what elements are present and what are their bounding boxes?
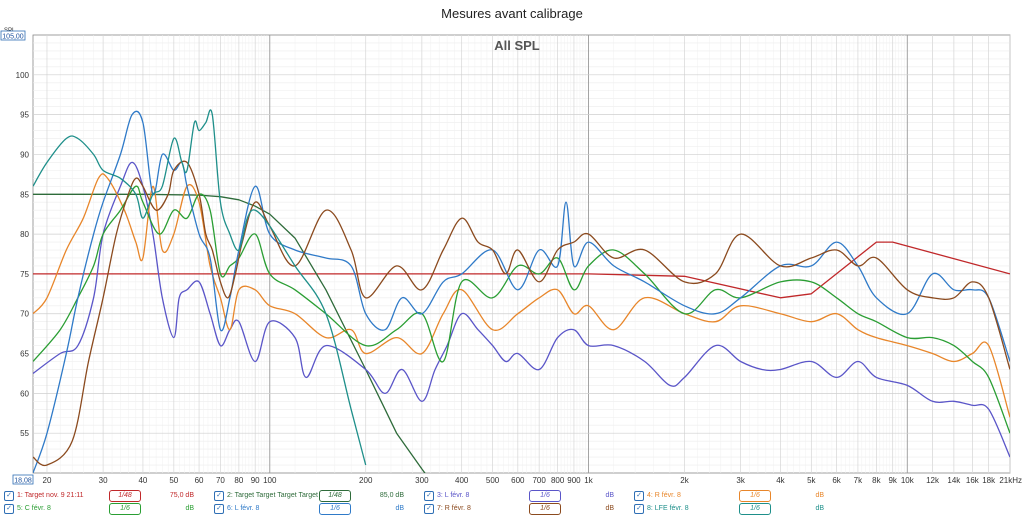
y-tick-label: 55 — [20, 429, 29, 438]
legend-item[interactable]: ✓ 6: L févr. 8 — [214, 502, 259, 515]
x-tick-label: 20 — [43, 476, 52, 485]
x-tick-label: 14k — [947, 476, 961, 485]
legend-item[interactable]: ✓ 5: C févr. 8 — [4, 502, 51, 515]
curves — [33, 109, 1010, 473]
x-tick-label: 8k — [872, 476, 881, 485]
legend-checkbox[interactable]: ✓ — [424, 503, 434, 514]
y-tick-label: 100 — [16, 71, 30, 80]
legend-label: 7: R févr. 8 — [437, 505, 471, 512]
x-tick-label: 3k — [736, 476, 745, 485]
smoothing-button[interactable]: 1/6 — [109, 503, 141, 515]
offset-value[interactable]: dB — [605, 492, 614, 499]
legend-checkbox[interactable]: ✓ — [4, 490, 14, 501]
legend-item[interactable]: ✓ 2: Target Target Target Target 1 — [214, 489, 324, 502]
x-tick-label: 40 — [138, 476, 147, 485]
x-tick-label: 80 — [234, 476, 243, 485]
x-tick-label: 600 — [511, 476, 525, 485]
offset-value[interactable]: dB — [605, 505, 614, 512]
legend-checkbox[interactable]: ✓ — [634, 490, 644, 501]
legend-row-1: ✓ 1: Target nov. 9 21:11 1/48 75,0 dB ✓ 2: Ta… — [4, 489, 1020, 502]
chart-subtitle: All SPL — [494, 38, 540, 53]
smoothing-button[interactable]: 1/6 — [739, 503, 771, 515]
legend-label: 1: Target nov. 9 21:11 — [17, 492, 84, 499]
y-tick-label: 90 — [20, 150, 29, 159]
x-tick-label: 16k — [966, 476, 980, 485]
series-line-1 — [33, 241, 1010, 299]
y-tick-label: 70 — [20, 310, 29, 319]
x-tick-label: 18k — [982, 476, 996, 485]
offset-value[interactable]: dB — [395, 505, 404, 512]
xmin-value: 18,08 — [14, 478, 32, 485]
legend-label: 4: R févr. 8 — [647, 492, 681, 499]
x-tick-label: 70 — [216, 476, 225, 485]
smoothing-button[interactable]: 1/48 — [109, 490, 141, 502]
x-tick-label: 4k — [776, 476, 785, 485]
y-tick-label: 60 — [20, 389, 29, 398]
legend-label: 6: L févr. 8 — [227, 505, 260, 512]
legend-checkbox[interactable]: ✓ — [424, 490, 434, 501]
x-tick-label: 100 — [263, 476, 277, 485]
x-tick-label: 10k — [901, 476, 915, 485]
x-tick-label: 800 — [551, 476, 565, 485]
x-tick-label: 300 — [415, 476, 429, 485]
x-tick-label: 60 — [195, 476, 204, 485]
legend-checkbox[interactable]: ✓ — [214, 503, 224, 514]
legend-item[interactable]: ✓ 1: Target nov. 9 21:11 — [4, 489, 84, 502]
x-tick-label: 50 — [169, 476, 178, 485]
x-tick-label: 400 — [455, 476, 469, 485]
y-tick-label: 85 — [20, 190, 29, 199]
offset-value[interactable]: dB — [815, 505, 824, 512]
smoothing-button[interactable]: 1/6 — [319, 503, 351, 515]
x-tick-label: 12k — [926, 476, 940, 485]
y-tick-label: 80 — [20, 230, 29, 239]
x-tick-label: 200 — [359, 476, 373, 485]
x-tick-label: 6k — [832, 476, 841, 485]
legend-label: 2: Target Target Target Target 1 — [227, 492, 324, 499]
legend-label: 3: L févr. 8 — [437, 492, 470, 499]
legend-label: 8: LFE févr. 8 — [647, 505, 689, 512]
y-tick-label: 95 — [20, 111, 29, 120]
smoothing-button[interactable]: 1/6 — [739, 490, 771, 502]
series-line-8 — [33, 109, 367, 466]
legend-item[interactable]: ✓ 8: LFE févr. 8 — [634, 502, 689, 515]
series-line-5 — [33, 185, 1010, 434]
smoothing-button[interactable]: 1/6 — [529, 490, 561, 502]
offset-value[interactable]: 75,0 dB — [169, 492, 194, 499]
legend-item[interactable]: ✓ 4: R févr. 8 — [634, 489, 681, 502]
x-tick-label: 90 — [251, 476, 260, 485]
x-tick-label: 500 — [486, 476, 500, 485]
x-tick-label: 30 — [99, 476, 108, 485]
y-tick-label: 75 — [20, 270, 29, 279]
x-tick-label: 21kHz — [999, 476, 1022, 485]
x-tick-label: 1k — [584, 476, 593, 485]
smoothing-button[interactable]: 1/48 — [319, 490, 351, 502]
series-line-4 — [33, 173, 1010, 418]
legend-label: 5: C févr. 8 — [17, 505, 51, 512]
x-tick-label: 7k — [854, 476, 863, 485]
ymax-box — [0, 30, 26, 41]
legend-row-2: ✓ 5: C févr. 8 1/6 dB ✓ 6: L févr. 8 1/6 dB ✓ 7: … — [4, 502, 1020, 515]
xmin-box — [12, 474, 34, 485]
x-tick-label: 9k — [888, 476, 897, 485]
ymax-value: 105,00 — [2, 34, 24, 41]
offset-value[interactable]: 85,0 dB — [379, 492, 404, 499]
smoothing-button[interactable]: 1/6 — [529, 503, 561, 515]
chart-title: Mesures avant calibrage — [441, 6, 583, 21]
y-tick-label: 65 — [20, 350, 29, 359]
x-tick-label: 700 — [532, 476, 546, 485]
offset-value[interactable]: dB — [815, 492, 824, 499]
x-tick-label: 900 — [567, 476, 581, 485]
x-tick-label: 5k — [807, 476, 816, 485]
legend-item[interactable]: ✓ 7: R févr. 8 — [424, 502, 471, 515]
legend-item[interactable]: ✓ 3: L févr. 8 — [424, 489, 469, 502]
x-tick-label: 2k — [680, 476, 689, 485]
legend-checkbox[interactable]: ✓ — [634, 503, 644, 514]
legend-checkbox[interactable]: ✓ — [214, 490, 224, 501]
offset-value[interactable]: dB — [185, 505, 194, 512]
series-line-6 — [33, 110, 1010, 473]
legend-checkbox[interactable]: ✓ — [4, 503, 14, 514]
